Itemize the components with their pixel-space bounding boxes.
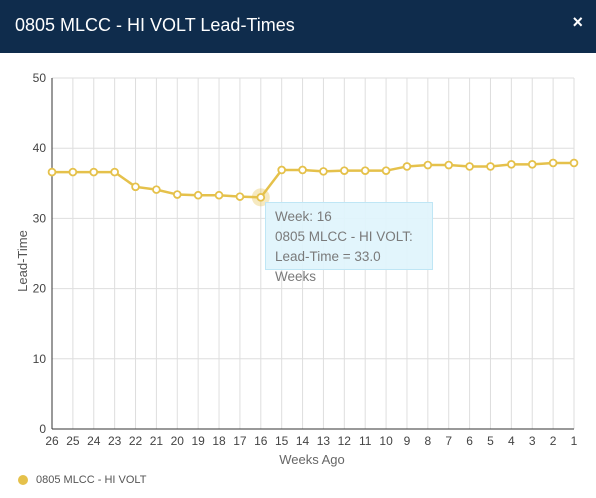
legend-label: 0805 MLCC - HI VOLT (36, 474, 147, 486)
data-point (298, 165, 307, 175)
x-tick-label: 6 (466, 434, 473, 448)
x-tick-label: 23 (108, 434, 122, 448)
tooltip-series: 0805 MLCC - HI VOLT: (275, 229, 413, 244)
data-point (68, 167, 78, 177)
x-tick-label: 16 (254, 434, 268, 448)
x-tick-label: 14 (296, 434, 310, 448)
x-tick-label: 8 (424, 434, 431, 448)
x-tick-label: 19 (191, 434, 205, 448)
window-header: 0805 MLCC - HI VOLT Lead-Times × (0, 0, 596, 53)
data-point (548, 158, 558, 168)
x-tick-label: 2 (550, 434, 557, 448)
data-point (569, 158, 579, 168)
data-point (381, 166, 391, 175)
x-tick-label: 18 (212, 434, 226, 448)
x-axis-label: Weeks Ago (279, 452, 345, 467)
window-title: 0805 MLCC - HI VOLT Lead-Times (15, 15, 295, 35)
data-point (527, 160, 537, 169)
x-tick-label: 20 (171, 434, 185, 448)
data-point (319, 167, 328, 176)
x-tick-label: 21 (150, 434, 164, 448)
x-tick-label: 9 (404, 434, 411, 448)
data-point (360, 166, 370, 175)
x-tick-label: 25 (66, 434, 80, 448)
data-point (110, 167, 119, 177)
y-tick-label: 10 (33, 352, 47, 366)
data-point (193, 190, 203, 200)
data-point (89, 167, 99, 177)
x-tick-label: 12 (338, 434, 352, 448)
data-point (402, 162, 412, 171)
close-icon[interactable]: × (572, 12, 583, 32)
data-point (214, 190, 224, 200)
data-point (507, 160, 516, 169)
tooltip-value: Lead-Time = 33.0 Weeks (275, 249, 381, 284)
y-axis-label: Lead-Time (15, 230, 30, 292)
x-tick-label: 5 (487, 434, 494, 448)
data-point (423, 160, 433, 170)
data-tooltip: Week: 16 0805 MLCC - HI VOLT: Lead-Time … (265, 202, 433, 284)
data-point (47, 167, 57, 177)
x-tick-label: 24 (87, 434, 101, 448)
data-point (277, 165, 286, 175)
data-point (340, 166, 349, 175)
chart-legend[interactable]: 0805 MLCC - HI VOLT (18, 474, 146, 486)
y-tick-label: 30 (33, 211, 47, 225)
chart-series (47, 158, 579, 207)
data-point (235, 192, 245, 201)
data-point (152, 185, 161, 194)
x-tick-label: 7 (445, 434, 452, 448)
y-tick-label: 0 (39, 422, 46, 436)
legend-marker-icon (18, 475, 28, 485)
x-axis-ticks: 26 25 24 23 22 21 20 19 18 17 16 15 14 13 12 11 10 9 8 7 6 5 4… (45, 434, 577, 448)
y-tick-label: 20 (33, 282, 47, 296)
data-point (465, 162, 474, 171)
x-tick-label: 22 (129, 434, 143, 448)
series-line (52, 161, 574, 199)
data-point (131, 182, 140, 192)
x-tick-label: 11 (359, 434, 372, 448)
x-tick-label: 10 (379, 434, 393, 448)
x-tick-label: 3 (529, 434, 536, 448)
x-tick-label: 4 (508, 434, 515, 448)
tooltip-week: Week: 16 (275, 209, 332, 224)
y-tick-label: 40 (33, 141, 47, 155)
x-tick-label: 26 (45, 434, 59, 448)
x-tick-label: 17 (233, 434, 247, 448)
x-tick-label: 1 (571, 434, 578, 448)
data-point (172, 190, 182, 199)
y-axis-ticks: 0 10 20 30 40 50 (33, 71, 47, 436)
data-point (256, 193, 266, 202)
x-tick-label: 13 (317, 434, 331, 448)
data-point (444, 160, 454, 170)
y-tick-label: 50 (33, 71, 47, 85)
data-point (486, 162, 495, 171)
x-tick-label: 15 (275, 434, 289, 448)
